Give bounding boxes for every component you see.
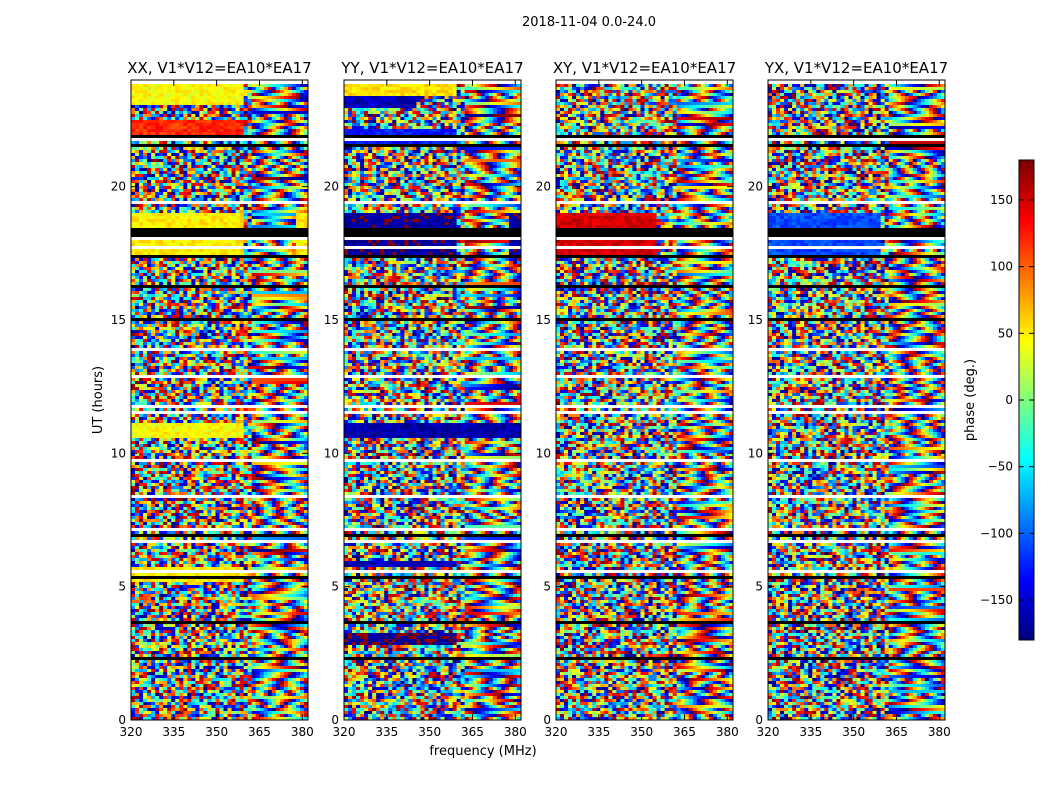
y-tick-label: 20 <box>748 180 763 194</box>
y-tick-label: 10 <box>324 446 339 460</box>
x-tick-label: 350 <box>630 725 653 739</box>
colorbar-tick-label: −150 <box>980 593 1013 607</box>
y-tick-label: 10 <box>536 446 551 460</box>
panel-0: XX, V1*V12=EA10*EA17 320 335 350 365 380 0 5 10 1… <box>111 59 314 739</box>
x-tick-label: 335 <box>375 725 398 739</box>
colorbar-tick-label: 50 <box>998 326 1013 340</box>
panel-2: XY, V1*V12=EA10*EA17 320 335 350 365 380 0 5 10 1… <box>536 59 739 739</box>
x-tick-label: 365 <box>248 725 271 739</box>
x-tick-label: 320 <box>120 725 143 739</box>
y-tick-label: 15 <box>536 313 551 327</box>
panel-title: YY, V1*V12=EA10*EA17 <box>340 59 523 77</box>
colorbar-tick-label: 0 <box>1005 393 1013 407</box>
heatmap-cells <box>556 80 733 720</box>
y-tick-label: 20 <box>324 180 339 194</box>
x-tick-label: 350 <box>418 725 441 739</box>
panels-layer: XX, V1*V12=EA10*EA17 320 335 350 365 380 0 5 10 1… <box>111 59 951 739</box>
x-tick-label: 380 <box>716 725 739 739</box>
x-tick-label: 380 <box>291 725 314 739</box>
x-tick-label: 350 <box>205 725 228 739</box>
y-axis-label: UT (hours) <box>91 366 106 434</box>
colorbar-tick-label: −100 <box>980 526 1013 540</box>
x-tick-label: 380 <box>504 725 527 739</box>
y-tick-label: 0 <box>118 713 126 727</box>
x-tick-label: 320 <box>545 725 568 739</box>
x-tick-label: 320 <box>757 725 780 739</box>
x-tick-label: 380 <box>928 725 951 739</box>
x-tick-label: 320 <box>333 725 356 739</box>
heatmap-cells <box>768 80 945 720</box>
y-tick-label: 15 <box>324 313 339 327</box>
panel-title: XX, V1*V12=EA10*EA17 <box>127 59 311 77</box>
panel-title: XY, V1*V12=EA10*EA17 <box>553 59 736 77</box>
y-tick-label: 5 <box>755 580 763 594</box>
y-tick-label: 5 <box>118 580 126 594</box>
panel-1: YY, V1*V12=EA10*EA17 320 335 350 365 380 0 5 10 1… <box>324 59 527 739</box>
x-tick-label: 335 <box>799 725 822 739</box>
y-tick-label: 15 <box>111 313 126 327</box>
y-tick-label: 10 <box>111 446 126 460</box>
y-tick-label: 15 <box>748 313 763 327</box>
x-tick-label: 335 <box>587 725 610 739</box>
x-tick-label: 365 <box>885 725 908 739</box>
x-axis-label: frequency (MHz) <box>429 744 536 759</box>
colorbar-label: phase (deg.) <box>963 359 978 441</box>
heatmap-cells <box>344 80 521 720</box>
y-tick-label: 10 <box>748 446 763 460</box>
panel-3: YX, V1*V12=EA10*EA17 320 335 350 365 380 0 5 10 1… <box>748 59 951 739</box>
colorbar: −150 −100 −50 0 50 100 150 <box>980 160 1034 641</box>
colorbar-tick-label: 150 <box>990 193 1013 207</box>
x-tick-label: 350 <box>842 725 865 739</box>
panel-title: YX, V1*V12=EA10*EA17 <box>764 59 948 77</box>
x-tick-label: 365 <box>461 725 484 739</box>
colorbar-tick-label: 100 <box>990 260 1013 274</box>
y-tick-label: 5 <box>331 580 339 594</box>
y-tick-label: 0 <box>755 713 763 727</box>
colorbar-tick-label: −50 <box>988 460 1013 474</box>
y-tick-label: 20 <box>111 180 126 194</box>
figure-title: 2018-11-04 0.0-24.0 <box>522 15 656 30</box>
y-tick-label: 0 <box>543 713 551 727</box>
heatmap-cells <box>131 80 308 720</box>
x-tick-label: 335 <box>162 725 185 739</box>
y-tick-label: 0 <box>331 713 339 727</box>
y-tick-label: 5 <box>543 580 551 594</box>
x-tick-label: 365 <box>673 725 696 739</box>
y-tick-label: 20 <box>536 180 551 194</box>
